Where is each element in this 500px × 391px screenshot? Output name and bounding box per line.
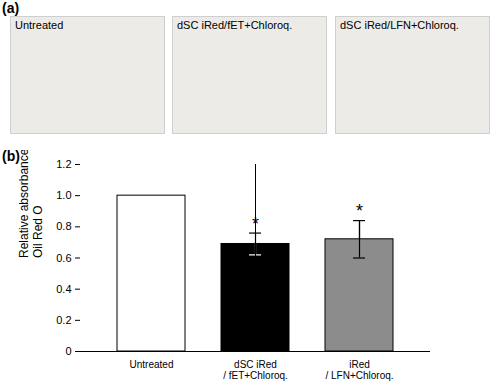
svg-text:Relative absorbance ofOil Red: Relative absorbance ofOil Red O	[17, 150, 45, 258]
svg-text:0.4: 0.4	[56, 283, 71, 295]
svg-text:1.0: 1.0	[56, 189, 71, 201]
html-text:(a): (a)	[2, 0, 20, 16]
svg-text:*: *	[356, 201, 363, 221]
svg-text:0.8: 0.8	[56, 220, 71, 232]
svg-text:0: 0	[65, 345, 71, 357]
html-text:dSC iRed/fET+Chloroq.: dSC iRed/fET+Chloroq.	[177, 19, 293, 31]
html-text:Untreated: Untreated	[15, 19, 64, 31]
html-text:dSC iRed/LFN+Chloroq.: dSC iRed/LFN+Chloroq.	[340, 19, 459, 31]
html-text:(b): (b)	[2, 148, 20, 164]
svg-text:Untreated: Untreated	[130, 359, 174, 370]
svg-text:0.2: 0.2	[56, 314, 71, 326]
svg-text:1.2: 1.2	[56, 158, 71, 170]
svg-text:dSC iRed/ fET+Chloroq.: dSC iRed/ fET+Chloroq.	[223, 359, 288, 381]
svg-text:0.6: 0.6	[56, 252, 71, 264]
svg-text:iRed/ LFN+Chloroq.: iRed/ LFN+Chloroq.	[325, 359, 393, 381]
